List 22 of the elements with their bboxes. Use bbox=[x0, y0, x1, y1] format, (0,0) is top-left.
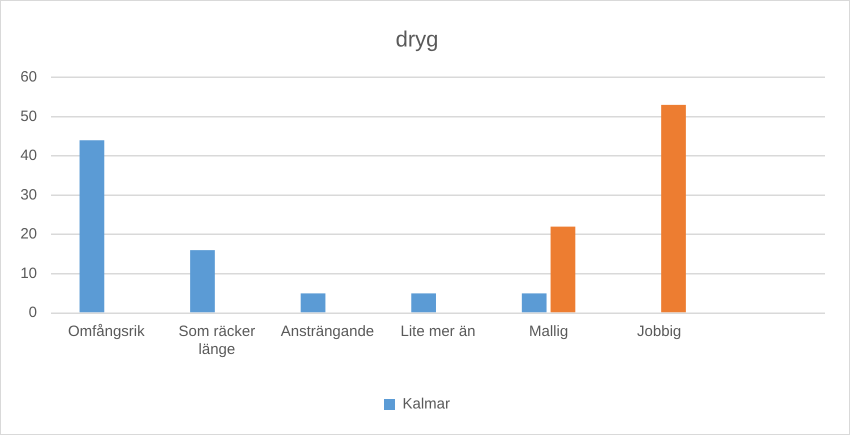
y-tick-label: 40 bbox=[20, 147, 37, 164]
x-tick-label: Mallig bbox=[528, 323, 568, 340]
x-tick-label: Ansträngande bbox=[280, 323, 374, 340]
x-tick-label: Jobbig bbox=[637, 323, 682, 340]
y-tick-label: 0 bbox=[28, 304, 37, 322]
chart-title: dryg bbox=[396, 26, 438, 52]
x-tick-label: Lite mer än bbox=[400, 323, 476, 340]
x-tick-label: Omfångsrik bbox=[68, 323, 146, 340]
bar bbox=[522, 293, 547, 312]
bar bbox=[550, 226, 576, 312]
bar bbox=[190, 250, 215, 312]
bar bbox=[300, 293, 326, 312]
bar bbox=[80, 140, 104, 312]
bar bbox=[411, 293, 436, 312]
y-tick-label: 10 bbox=[20, 264, 37, 282]
y-tick-label: 30 bbox=[20, 186, 37, 204]
legend-label: Kalmar bbox=[402, 396, 450, 413]
x-tick-label: Som räcker länge bbox=[178, 323, 256, 358]
y-tick-label: 20 bbox=[20, 226, 37, 243]
bar bbox=[661, 104, 686, 312]
y-tick-label: 50 bbox=[20, 108, 37, 125]
y-tick-label: 60 bbox=[20, 68, 37, 86]
